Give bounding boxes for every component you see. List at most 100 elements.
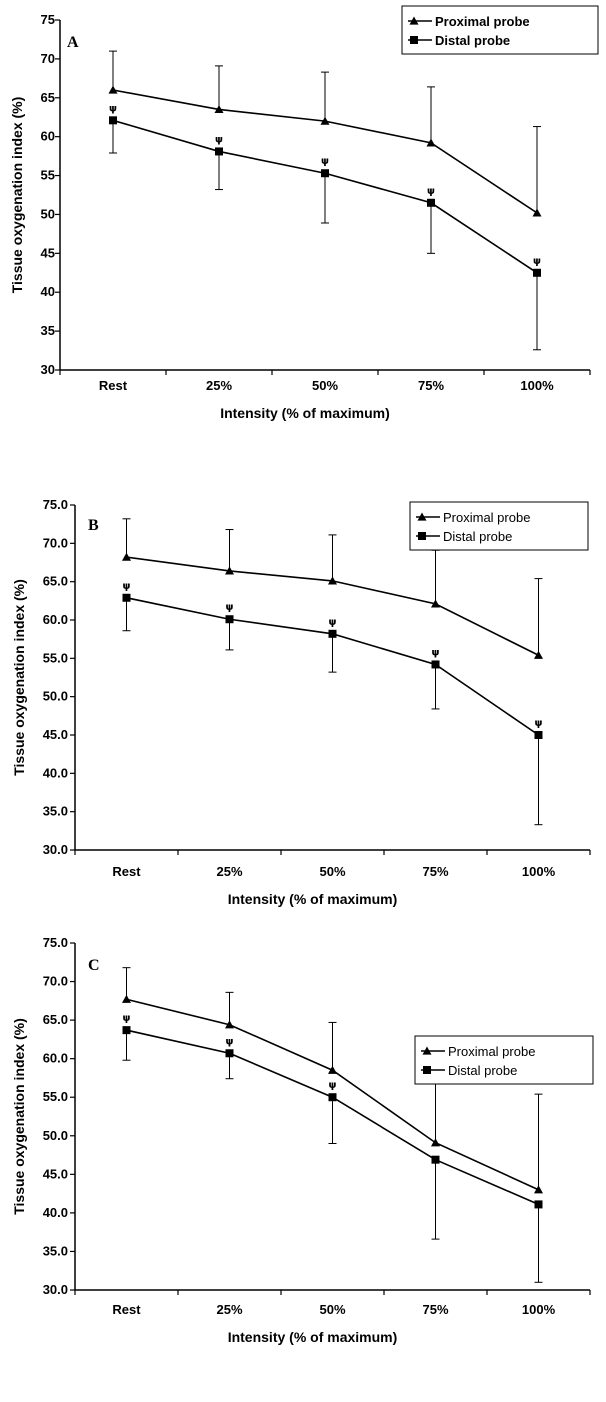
data-point-triangle bbox=[214, 104, 224, 114]
data-point-triangle bbox=[431, 599, 440, 608]
x-tick-label: 50% bbox=[319, 864, 345, 879]
y-tick-label: 30.0 bbox=[43, 1282, 68, 1297]
y-tick-label: 50 bbox=[41, 206, 55, 221]
legend-label: Proximal probe bbox=[443, 510, 530, 525]
data-point-square bbox=[225, 1049, 234, 1058]
x-tick-label: Rest bbox=[112, 864, 141, 879]
x-tick-label: 100% bbox=[520, 378, 554, 393]
data-point-triangle bbox=[534, 650, 543, 659]
legend-label: Proximal probe bbox=[435, 14, 530, 29]
legend-square-icon bbox=[410, 36, 418, 44]
y-tick-label: 75 bbox=[41, 12, 55, 27]
series-proximal bbox=[122, 967, 543, 1194]
x-tick-label: Rest bbox=[112, 1302, 141, 1317]
data-point-square bbox=[328, 1093, 337, 1102]
y-tick-label: 70.0 bbox=[43, 535, 68, 550]
data-point-square bbox=[431, 1155, 440, 1164]
legend-label: Distal probe bbox=[443, 529, 512, 544]
data-point-square bbox=[109, 116, 117, 125]
legend-triangle-icon bbox=[409, 16, 419, 25]
y-axis-label: Tissue oxygenation index (%) bbox=[9, 97, 25, 294]
significance-marker: ψ bbox=[226, 1036, 234, 1047]
x-tick-label: 25% bbox=[216, 1302, 242, 1317]
chart-panel-b: 30.0 35.0 40.0 45.0 50.0 55.0 60.0 65.0 70.0 75.0… bbox=[11, 497, 591, 907]
y-tick-label: 45.0 bbox=[43, 727, 68, 742]
data-point-triangle bbox=[431, 1138, 440, 1147]
y-tick-label: 50.0 bbox=[43, 1128, 68, 1143]
significance-marker: ψ bbox=[226, 602, 234, 613]
data-point-square bbox=[321, 169, 329, 178]
data-point-square bbox=[427, 198, 435, 207]
significance-marker: ψ bbox=[329, 617, 337, 628]
data-point-triangle bbox=[122, 994, 131, 1003]
data-point-triangle bbox=[225, 566, 234, 575]
series-proximal bbox=[108, 50, 542, 217]
x-tick-label: 25% bbox=[206, 378, 232, 393]
data-point-triangle bbox=[122, 552, 131, 561]
data-point-square bbox=[122, 593, 131, 602]
significance-marker: ψ bbox=[321, 156, 329, 167]
x-tick-label: 75% bbox=[422, 1302, 448, 1317]
legend-label: Distal probe bbox=[435, 33, 510, 48]
y-tick-label: 35 bbox=[41, 323, 55, 338]
data-point-square bbox=[431, 660, 440, 669]
legend-triangle-icon bbox=[417, 512, 427, 521]
data-point-triangle bbox=[328, 576, 337, 585]
x-tick-label: 100% bbox=[522, 1302, 556, 1317]
x-axis-label: Intensity (% of maximum) bbox=[220, 405, 390, 421]
y-tick-label: 75.0 bbox=[43, 935, 68, 950]
y-tick-label: 60.0 bbox=[43, 612, 68, 627]
significance-marker: ψ bbox=[123, 581, 131, 592]
legend: Proximal probe Distal probe bbox=[414, 1035, 594, 1085]
series-distal: ψ ψ ψ ψ ψ bbox=[122, 581, 543, 826]
significance-marker: ψ bbox=[432, 647, 440, 658]
significance-marker: ψ bbox=[329, 1080, 337, 1091]
legend-triangle-icon bbox=[422, 1046, 432, 1055]
x-tick-label: 50% bbox=[312, 378, 338, 393]
legend-box bbox=[401, 5, 599, 55]
y-tick-label: 35.0 bbox=[43, 804, 68, 819]
y-tick-label: 65.0 bbox=[43, 574, 68, 589]
legend-label: Distal probe bbox=[448, 1063, 517, 1078]
y-axis-label: Tissue oxygenation index (%) bbox=[11, 579, 27, 776]
y-tick-label: 45 bbox=[41, 245, 55, 260]
legend-box bbox=[414, 1035, 594, 1085]
y-tick-label: 65 bbox=[41, 90, 55, 105]
data-point-triangle bbox=[426, 138, 436, 147]
legend: Proximal probe Distal probe bbox=[401, 5, 599, 55]
data-point-square bbox=[122, 1026, 131, 1035]
y-tick-label: 70 bbox=[41, 51, 55, 66]
legend: Proximal probe Distal probe bbox=[409, 501, 589, 551]
y-tick-label: 70.0 bbox=[43, 974, 68, 989]
data-point-square bbox=[328, 629, 337, 638]
y-tick-label: 40 bbox=[41, 284, 55, 299]
x-axis-label: Intensity (% of maximum) bbox=[228, 891, 398, 907]
series-distal: ψ ψ ψ ψ ψ bbox=[109, 103, 541, 351]
data-point-triangle bbox=[108, 85, 118, 94]
x-tick-label: 75% bbox=[422, 864, 448, 879]
x-tick-label: 100% bbox=[522, 864, 556, 879]
y-tick-label: 75.0 bbox=[43, 497, 68, 512]
y-axis-label: Tissue oxygenation index (%) bbox=[11, 1018, 27, 1215]
chart-panel-c: 30.0 35.0 40.0 45.0 50.0 55.0 60.0 65.0 70.0 75.0… bbox=[11, 935, 594, 1345]
data-point-square bbox=[534, 731, 543, 739]
significance-marker: ψ bbox=[109, 103, 117, 114]
data-point-triangle bbox=[534, 1185, 543, 1194]
panel-letter: B bbox=[88, 517, 99, 534]
data-point-triangle bbox=[328, 1065, 337, 1074]
y-tick-label: 40.0 bbox=[43, 765, 68, 780]
significance-marker: ψ bbox=[535, 718, 543, 729]
data-point-triangle bbox=[320, 116, 330, 125]
y-tick-label: 65.0 bbox=[43, 1012, 68, 1027]
y-tick-label: 60.0 bbox=[43, 1051, 68, 1066]
data-point-square bbox=[533, 268, 541, 277]
series-distal: ψ ψ ψ bbox=[122, 1013, 543, 1283]
y-tick-label: 45.0 bbox=[43, 1166, 68, 1181]
legend-square-icon bbox=[418, 532, 426, 540]
y-tick-label: 30.0 bbox=[43, 842, 68, 857]
data-point-triangle bbox=[225, 1020, 234, 1029]
panel-letter: A bbox=[67, 34, 79, 51]
legend-square-icon bbox=[423, 1066, 431, 1074]
significance-marker: ψ bbox=[533, 256, 541, 267]
